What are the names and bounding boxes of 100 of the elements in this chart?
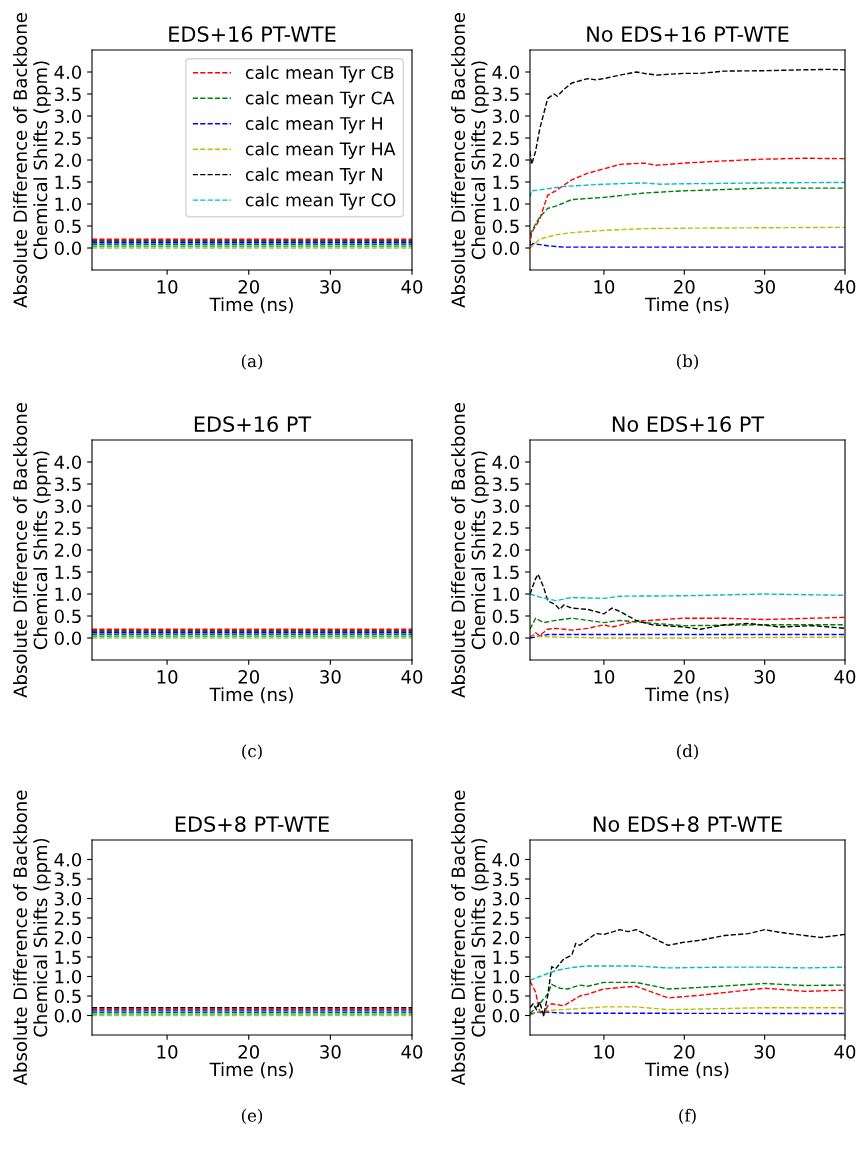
y-tick-label: 0.5 (492, 219, 519, 234)
legend-label: calc mean Tyr N (245, 167, 382, 185)
y-axis-title: Absolute Difference of Backbone Chemical Shifts (ppm) (13, 790, 51, 1086)
x-tick-label: 40 (401, 670, 423, 684)
y-tick-label: 4.0 (492, 455, 520, 470)
y-tick-label: 0.0 (54, 241, 82, 256)
y-tick-label: 0.5 (492, 609, 519, 624)
y-tick-label: 0.5 (54, 989, 81, 1004)
chart-title: EDS+16 PT-WTE (169, 26, 336, 42)
y-tick-label: 3.5 (492, 87, 519, 102)
line-series (530, 593, 845, 602)
chart-title: No EDS+16 PT (612, 416, 765, 432)
y-tick-label: 1.5 (493, 175, 519, 190)
y-axis-title: Absolute Difference of Backbone Chemical Shifts (ppm) (451, 403, 489, 698)
y-axis-title: Absolute Difference of Backbone Chemical Shifts (ppm) (451, 13, 489, 308)
y-tick-label: 3.0 (54, 891, 82, 906)
y-tick-label: 2.5 (54, 521, 81, 536)
y-tick-label: 1.0 (493, 587, 520, 602)
line-series (530, 617, 845, 630)
line-series (530, 226, 845, 249)
y-tick-label: 2.5 (492, 521, 519, 536)
y-tick-label: 4.0 (54, 455, 82, 470)
x-tick-label: 40 (401, 1045, 423, 1059)
y-tick-label: 3.0 (492, 499, 520, 514)
y-tick-label: 3.0 (492, 891, 520, 906)
text: (f) (679, 1108, 696, 1125)
x-axis-title: Time (ns) (209, 687, 293, 704)
y-axis-title: Absolute Difference of Backbone Chemical Shifts (ppm) (13, 13, 51, 308)
y-tick-label: 3.0 (492, 109, 520, 124)
y-tick-label: 2.0 (54, 153, 82, 168)
line-series (530, 616, 845, 639)
x-axis-title: Time (ns) (645, 297, 729, 314)
x-tick-label: 10 (594, 670, 615, 684)
y-tick-label: 1.0 (493, 969, 520, 984)
x-axis-title: Time (ns) (209, 1062, 293, 1079)
y-axis-title: Absolute Difference of Backbone Chemical Shifts (ppm) (451, 790, 489, 1086)
x-axis-title: Time (ns) (645, 687, 729, 704)
y-tick-label: 0.5 (492, 989, 519, 1004)
y-tick-label: 3.5 (492, 477, 519, 492)
line-series (530, 187, 845, 236)
x-tick-label: 30 (320, 280, 341, 294)
line-series (530, 1006, 845, 1017)
y-tick-label: 3.0 (54, 499, 82, 514)
text: (c) (242, 744, 262, 760)
y-tick-label: 2.5 (54, 131, 81, 146)
y-tick-label: 1.5 (493, 950, 519, 965)
y-tick-label: 2.5 (54, 911, 81, 926)
y-tick-label: 1.0 (493, 197, 520, 212)
y-tick-label: 0.5 (54, 219, 81, 234)
x-tick-label: 10 (157, 280, 178, 294)
x-tick-label: 40 (834, 670, 856, 684)
x-tick-label: 10 (157, 1045, 178, 1059)
y-tick-label: 1.5 (55, 565, 81, 580)
y-tick-label: 4.0 (492, 65, 520, 80)
y-tick-label: 1.0 (55, 969, 82, 984)
y-tick-label: 2.0 (54, 930, 82, 945)
y-tick-label: 0.0 (492, 631, 520, 646)
chart-title: No EDS+16 PT-WTE (587, 26, 789, 42)
x-tick-label: 20 (674, 280, 695, 294)
y-tick-label: 3.5 (54, 87, 81, 102)
x-axis-title: Time (ns) (209, 297, 293, 314)
chart-title: EDS+8 PT-WTE (175, 816, 329, 832)
legend-label: calc mean Tyr CB (245, 65, 394, 83)
text: (e) (241, 1108, 263, 1125)
text: (d) (676, 744, 699, 760)
line-series (530, 965, 845, 982)
y-tick-label: 3.5 (54, 872, 81, 887)
x-tick-label: 20 (674, 1045, 695, 1059)
y-tick-label: 2.0 (492, 543, 520, 558)
y-axis-title: Absolute Difference of Backbone Chemical Shifts (ppm) (13, 403, 51, 698)
x-tick-label: 10 (157, 670, 178, 684)
x-tick-label: 20 (238, 1045, 260, 1059)
x-tick-label: 40 (834, 280, 856, 294)
y-tick-label: 0.0 (54, 631, 82, 646)
y-tick-label: 2.0 (54, 543, 82, 558)
y-tick-label: 4.0 (54, 65, 82, 80)
y-tick-label: 2.0 (492, 930, 520, 945)
chart-title: EDS+16 PT (194, 416, 312, 432)
x-tick-label: 20 (238, 670, 260, 684)
y-tick-label: 3.0 (54, 109, 82, 124)
x-tick-label: 40 (834, 1045, 856, 1059)
y-tick-label: 2.5 (492, 911, 519, 926)
y-tick-label: 4.0 (492, 852, 520, 867)
y-tick-label: 1.5 (493, 565, 519, 580)
y-tick-label: 3.5 (54, 477, 81, 492)
chart-title: No EDS+8 PT-WTE (593, 816, 782, 832)
x-tick-label: 30 (754, 1045, 775, 1059)
y-tick-label: 2.5 (492, 131, 519, 146)
y-tick-label: 2.0 (492, 153, 520, 168)
y-tick-label: 1.5 (55, 950, 81, 965)
legend-label: calc mean Tyr H (245, 116, 382, 134)
legend-label: calc mean Tyr HA (245, 142, 396, 159)
x-tick-label: 30 (754, 670, 775, 684)
y-tick-label: 1.0 (55, 197, 82, 212)
y-tick-label: 1.0 (55, 587, 82, 602)
legend-label: calc mean Tyr CA (245, 91, 395, 108)
text: (b) (676, 354, 699, 370)
y-tick-label: 1.5 (55, 175, 81, 190)
y-tick-label: 4.0 (54, 852, 82, 867)
x-tick-label: 30 (320, 1045, 341, 1059)
